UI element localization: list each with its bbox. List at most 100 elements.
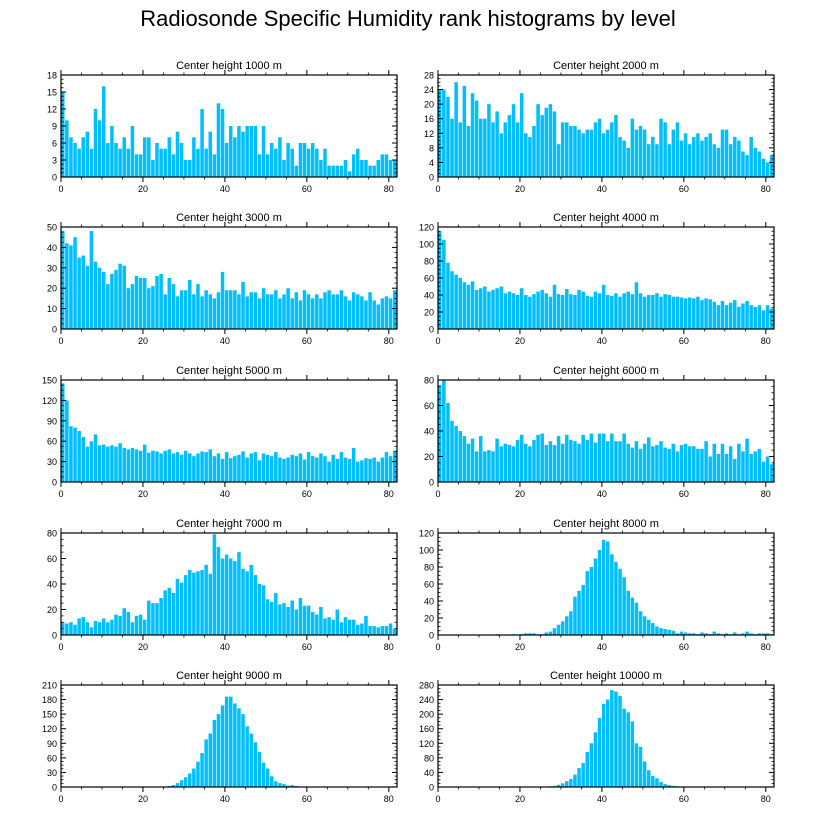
histogram-bar [651, 446, 655, 482]
histogram-bar [442, 380, 446, 482]
histogram-bar [257, 584, 262, 635]
histogram-bar [265, 454, 270, 482]
histogram-bar [659, 628, 663, 635]
histogram-bar [155, 143, 159, 177]
histogram-bar [536, 434, 540, 482]
x-tick-label: 40 [220, 336, 230, 346]
histogram-bar [298, 598, 303, 635]
histogram-bar [233, 703, 237, 787]
histogram-bar [458, 431, 462, 482]
histogram-bar [319, 453, 323, 482]
y-tick-label: 90 [47, 739, 57, 749]
histogram-bar [249, 126, 253, 177]
histogram-bar [151, 603, 155, 635]
histogram-bar [585, 295, 590, 329]
histogram-bar [142, 137, 147, 177]
histogram-bar [741, 303, 745, 329]
histogram-bar [85, 622, 90, 635]
histogram-bar [597, 550, 602, 635]
histogram-bar [442, 89, 446, 177]
histogram-bar [65, 400, 69, 482]
histogram-bar [487, 291, 491, 329]
histogram-bar [265, 154, 270, 177]
histogram-bar [331, 454, 335, 482]
histogram-bar [360, 460, 364, 482]
histogram-bar [269, 601, 274, 635]
histogram-bar [749, 453, 753, 482]
histogram-bar [503, 443, 508, 482]
y-tick-label: 120 [42, 396, 57, 406]
histogram-bar [687, 446, 692, 482]
histogram-bar [503, 122, 508, 177]
histogram-bar [97, 267, 102, 329]
x-tick-label: 20 [515, 489, 525, 499]
histogram-bar [581, 584, 585, 635]
histogram-bar [511, 293, 516, 329]
histogram-bar [634, 282, 639, 329]
histogram-bar [622, 433, 626, 482]
histogram-bar [692, 136, 696, 177]
histogram-bar [524, 133, 528, 177]
histogram-bar [327, 461, 331, 482]
histogram-bar [749, 305, 753, 329]
histogram-bar [515, 439, 520, 482]
histogram-bar [749, 633, 753, 635]
histogram-bar [257, 154, 262, 177]
histogram-bar [220, 705, 225, 787]
y-tick-label: 0 [52, 631, 57, 641]
histogram-bar [692, 446, 696, 482]
histogram-bar [384, 296, 389, 329]
histogram-bar [347, 300, 352, 329]
histogram-bar [687, 633, 692, 635]
histogram-bar [192, 768, 196, 787]
y-tick-label: 20 [424, 614, 434, 624]
histogram-bar [491, 451, 495, 482]
histogram-bar [167, 587, 172, 635]
y-tick-label: 160 [419, 724, 434, 734]
histogram-bar [765, 456, 770, 482]
histogram-bar [532, 633, 536, 635]
histogram-bar [577, 129, 581, 177]
histogram-bar [577, 768, 581, 787]
histogram-bar [737, 306, 741, 329]
histogram-bar [671, 443, 676, 482]
histogram-bar [97, 445, 102, 482]
histogram-bar [188, 280, 192, 329]
histogram-bar [216, 103, 221, 177]
histogram-bar [208, 449, 213, 482]
histogram-bar [667, 295, 671, 329]
histogram-bar [376, 627, 381, 635]
histogram-bar [360, 160, 364, 177]
histogram-bar [196, 571, 200, 635]
y-tick-label: 18 [47, 71, 57, 81]
histogram-bar [224, 696, 229, 787]
y-tick-label: 60 [47, 554, 57, 564]
histogram-bar [216, 714, 221, 787]
histogram-bar [560, 783, 565, 787]
histogram-bar [237, 708, 241, 787]
histogram-bar [540, 289, 544, 329]
histogram-bar [93, 261, 98, 329]
histogram-bar [675, 633, 680, 635]
histogram-bar [597, 118, 602, 177]
histogram-bar [696, 448, 700, 482]
histogram-bar [720, 443, 725, 482]
histogram-bar [671, 129, 676, 177]
y-tick-label: 60 [424, 401, 434, 411]
histogram-bar [364, 160, 368, 177]
y-tick-label: 210 [42, 681, 57, 691]
histogram-bar [85, 446, 90, 482]
histogram-bar [556, 144, 561, 177]
histogram-bar [560, 122, 565, 177]
histogram-bar [716, 305, 721, 329]
x-tick-label: 20 [138, 642, 148, 652]
histogram-bar [556, 436, 561, 482]
histogram-panel: Center height 7000 m 0 20 40 60 80 0 20 40 60 80 [47, 518, 398, 652]
histogram-bar [470, 93, 475, 177]
histogram-bar [310, 456, 315, 482]
histogram-bar [499, 286, 503, 329]
y-tick-label: 20 [424, 308, 434, 318]
histogram-bar [134, 154, 139, 177]
histogram-bar [298, 453, 303, 482]
histogram-bar [138, 278, 143, 329]
